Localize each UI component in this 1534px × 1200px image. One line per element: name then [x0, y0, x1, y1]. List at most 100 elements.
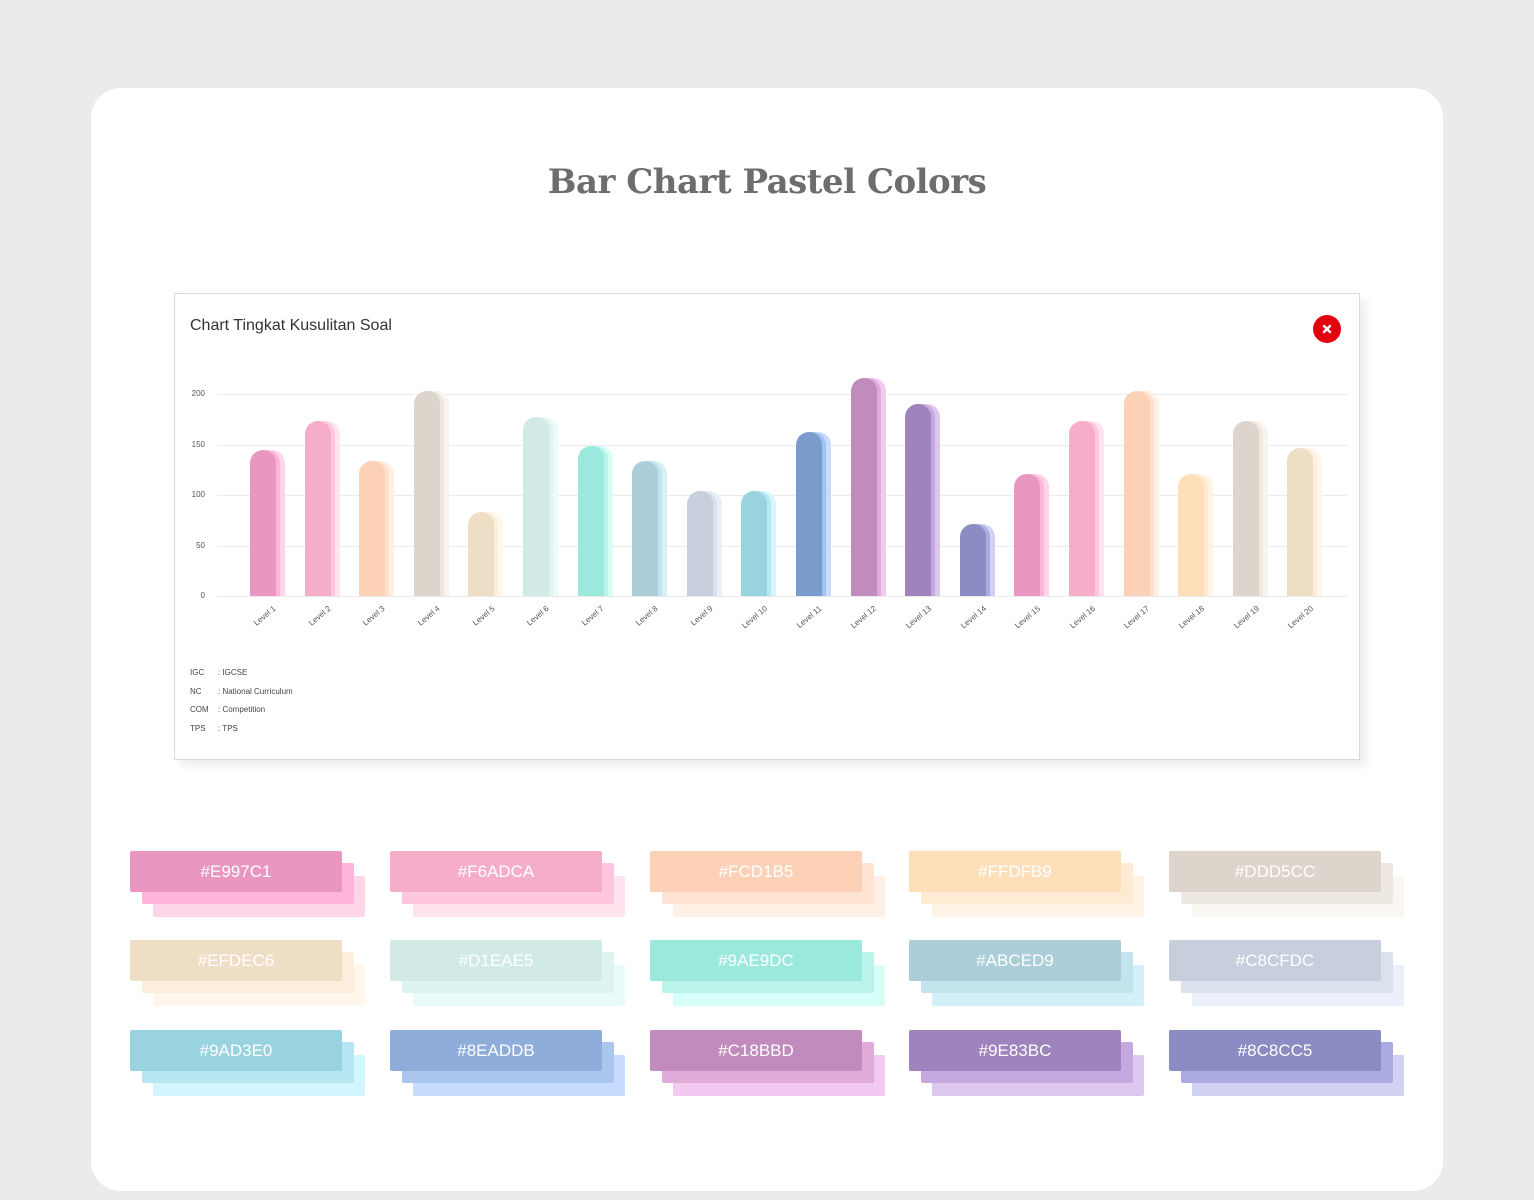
x-axis-label: Level 14 [958, 604, 988, 631]
bar-layer [686, 490, 713, 596]
bar-7[interactable] [577, 445, 614, 596]
bar-1[interactable] [250, 449, 286, 596]
bar-8[interactable] [632, 460, 668, 596]
color-swatch[interactable]: #8C8CC5 [1169, 1030, 1406, 1096]
color-swatch[interactable]: #DDD5CC [1169, 851, 1406, 917]
bar-layer [850, 377, 877, 596]
x-axis-label: Level 7 [579, 604, 606, 628]
bar-layer [577, 445, 604, 596]
color-swatch[interactable]: #ABCED9 [909, 940, 1146, 1006]
bar-2[interactable] [304, 421, 341, 596]
color-swatch[interactable]: #E997C1 [130, 851, 367, 917]
bar-12[interactable] [850, 377, 887, 596]
bar-11[interactable] [796, 432, 832, 596]
color-swatch[interactable]: #F6ADCA [390, 851, 627, 917]
swatch-hex-label: #E997C1 [130, 851, 342, 892]
bar-18[interactable] [1178, 473, 1214, 596]
color-swatch[interactable]: #EFDEC6 [130, 940, 367, 1006]
color-swatch[interactable]: #9AE9DC [650, 940, 887, 1006]
bar-layer [1287, 447, 1314, 596]
legend-row: IGC : IGCSE [190, 668, 293, 687]
swatch-hex-label: #9E83BC [909, 1030, 1121, 1071]
bar-13[interactable] [905, 404, 941, 596]
bar-layer [523, 417, 549, 596]
page-title: Bar Chart Pastel Colors [547, 162, 987, 202]
bar-layer [1069, 421, 1095, 596]
bar-6[interactable] [523, 417, 559, 596]
swatch-hex-label: #C8CFDC [1169, 940, 1381, 981]
bar-15[interactable] [1014, 473, 1050, 596]
swatch-hex-label: #C18BBD [650, 1030, 862, 1071]
swatch-hex-label: #FCD1B5 [650, 851, 862, 892]
y-axis-tick: 0 [200, 591, 205, 600]
bar-layer [1123, 390, 1150, 596]
bar-16[interactable] [1069, 421, 1105, 596]
x-axis-label: Level 20 [1286, 604, 1316, 631]
close-button[interactable] [1313, 315, 1341, 343]
x-axis-label: Level 17 [1122, 604, 1152, 631]
color-swatch[interactable]: #8EADDB [390, 1030, 627, 1096]
bar-14[interactable] [959, 524, 996, 596]
legend-key: IGC [190, 668, 205, 677]
y-axis-tick: 200 [191, 389, 205, 398]
legend-value: : National Curriculum [218, 686, 293, 696]
legend-row: TPS: TPS [190, 724, 293, 743]
color-swatch[interactable]: #C18BBD [650, 1030, 887, 1096]
bar-layer [741, 490, 768, 596]
bar-5[interactable] [468, 512, 504, 596]
bar-layer [1232, 421, 1259, 596]
gridline [217, 495, 1347, 496]
x-axis-label: Level 1 [252, 604, 278, 628]
x-axis-label: Level 4 [416, 604, 442, 628]
x-axis-label: Level 16 [1067, 604, 1097, 631]
color-swatch[interactable]: #C8CFDC [1169, 940, 1406, 1006]
bar-layer [1178, 473, 1205, 596]
swatch-hex-label: #F6ADCA [390, 851, 602, 892]
legend-value: : TPS [218, 723, 238, 733]
x-axis-label: Level 8 [634, 604, 660, 628]
x-axis-label: Level 19 [1231, 604, 1261, 631]
bar-layer [905, 404, 932, 596]
bar-layer [304, 421, 331, 596]
legend-key: COM [190, 705, 209, 715]
bar-layer [796, 432, 822, 596]
bar-chart-plot: 0 50 100 150 200 Level 1 Level 2 Level 3 Level 4… [175, 294, 1359, 674]
bar-20[interactable] [1287, 447, 1323, 596]
color-swatch[interactable]: #D1EAE5 [390, 940, 627, 1006]
bar-19[interactable] [1232, 421, 1269, 596]
x-axis-label: Level 6 [525, 604, 551, 628]
bar-layer [250, 449, 276, 596]
color-swatch[interactable]: #FCD1B5 [650, 851, 887, 917]
legend-row: COM: Competition [190, 705, 293, 724]
x-axis-label: Level 2 [306, 604, 333, 628]
legend-key: NC [190, 686, 202, 696]
bar-10[interactable] [741, 490, 777, 596]
swatch-hex-label: #FFDFB9 [909, 851, 1121, 892]
gridline [217, 394, 1347, 395]
swatch-hex-label: #8EADDB [390, 1030, 602, 1071]
color-swatch[interactable]: #9AD3E0 [130, 1030, 367, 1096]
bar-layer [468, 512, 495, 596]
bar-layer [359, 460, 386, 596]
bar-3[interactable] [359, 460, 395, 596]
color-swatch[interactable]: #9E83BC [909, 1030, 1146, 1096]
main-card: Bar Chart Pastel Colors 0 50 100 150 200 Leve… [91, 88, 1443, 1191]
swatch-hex-label: #9AE9DC [650, 940, 862, 981]
legend-row: NC : National Curriculum [190, 687, 293, 706]
bar-4[interactable] [413, 390, 450, 596]
bar-17[interactable] [1123, 390, 1160, 596]
legend-value: : IGCSE [218, 668, 248, 677]
y-axis-tick: 50 [196, 540, 205, 550]
x-axis-label: Level 13 [904, 604, 933, 631]
x-axis-label: Level 10 [740, 604, 770, 631]
x-axis-label: Level 5 [470, 604, 497, 628]
x-axis-label: Level 3 [361, 604, 387, 628]
bar-layer [1014, 473, 1041, 596]
gridline [217, 596, 1347, 597]
color-swatch[interactable]: #FFDFB9 [909, 851, 1146, 917]
y-axis-tick: 150 [191, 439, 205, 449]
x-axis-label: Level 11 [795, 604, 824, 630]
swatch-hex-label: #8C8CC5 [1169, 1030, 1381, 1071]
bar-9[interactable] [686, 490, 723, 596]
swatch-hex-label: #D1EAE5 [390, 940, 602, 981]
